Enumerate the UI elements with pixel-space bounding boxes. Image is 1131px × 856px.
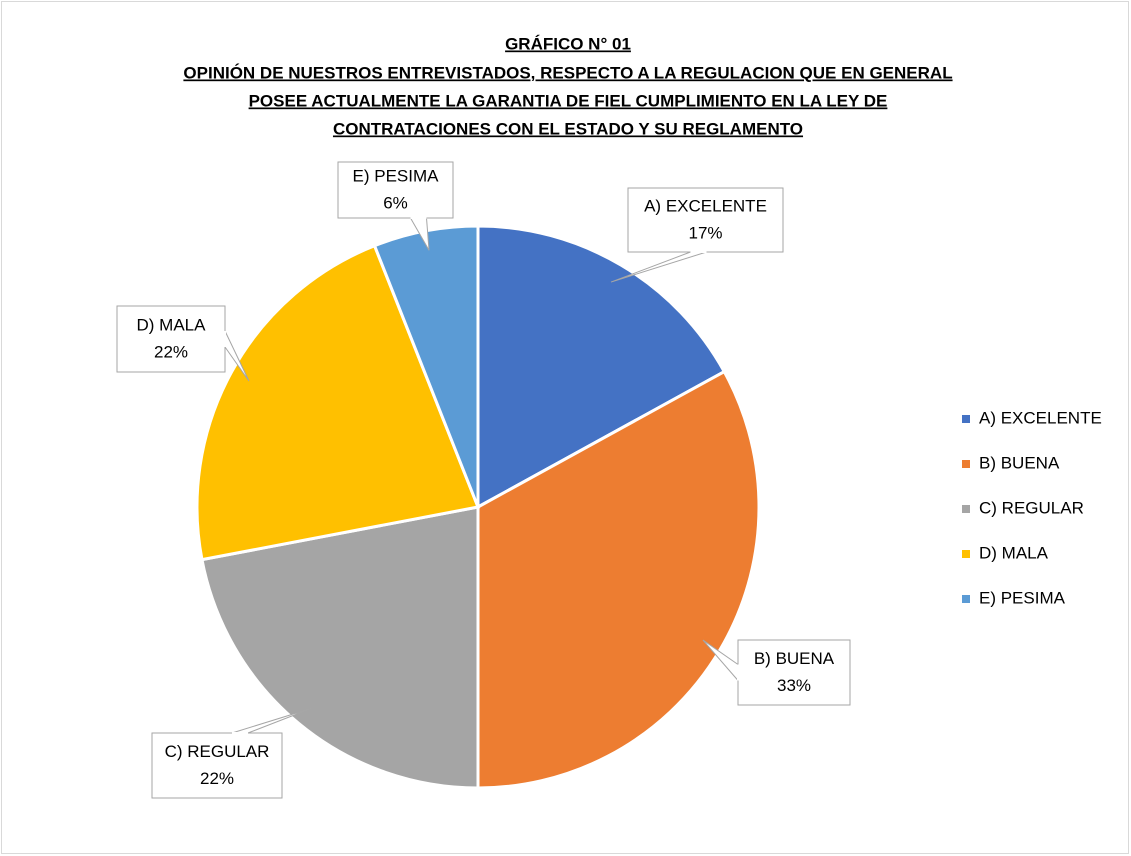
legend-swatch: [962, 595, 970, 603]
data-label-category: A) EXCELENTE: [644, 196, 767, 215]
callout-box: [151, 732, 283, 799]
callout-box: [627, 187, 784, 253]
callout-box: [116, 305, 226, 373]
chart-subtitle: CONTRATACIONES CON EL ESTADO Y SU REGLAM…: [333, 119, 803, 138]
legend-swatch: [962, 415, 970, 423]
legend-label: D) MALA: [979, 543, 1049, 562]
chart-subtitle: POSEE ACTUALMENTE LA GARANTIA DE FIEL CU…: [249, 91, 888, 110]
legend-swatch: [962, 505, 970, 513]
data-label-value: 22%: [154, 342, 188, 361]
pie-slice: [195, 243, 481, 562]
data-label-value: 17%: [688, 223, 722, 242]
data-label-value: 22%: [200, 769, 234, 788]
chart-subtitle: OPINIÓN DE NUESTROS ENTREVISTADOS, RESPE…: [183, 63, 952, 82]
data-label-category: B) BUENA: [754, 649, 835, 668]
legend-label: C) REGULAR: [979, 498, 1084, 517]
data-label-category: D) MALA: [137, 315, 207, 334]
legend-swatch: [962, 460, 970, 468]
chart-title: GRÁFICO N° 01: [505, 34, 631, 53]
pie-slice: [200, 505, 480, 790]
legend-label: B) BUENA: [979, 453, 1060, 472]
legend-label: E) PESIMA: [979, 588, 1066, 607]
data-label-category: C) REGULAR: [165, 742, 270, 761]
legend-label: A) EXCELENTE: [979, 408, 1102, 427]
callout-box: [737, 639, 851, 706]
data-label-value: 6%: [383, 193, 408, 212]
callout-box: [337, 161, 454, 219]
data-label-value: 33%: [777, 676, 811, 695]
legend-swatch: [962, 550, 970, 558]
pie-slice: [476, 224, 727, 510]
pie-slice: [476, 369, 761, 790]
data-label-category: E) PESIMA: [353, 166, 440, 185]
